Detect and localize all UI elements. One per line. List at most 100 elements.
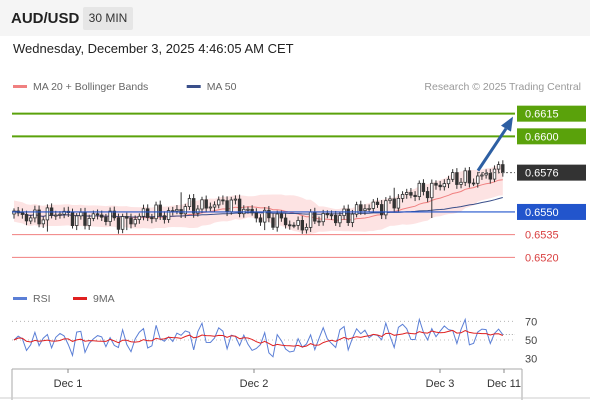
candle [288,224,292,227]
candle [75,215,79,226]
candle [254,212,258,219]
candle [133,219,137,225]
candle [484,172,488,176]
candle [329,214,334,217]
candle [158,204,162,217]
candle [446,178,451,185]
source-credit: Research © 2025 Trading Central [424,81,581,93]
candle [91,213,96,219]
candle [296,219,300,226]
candle [150,217,154,220]
candle [58,213,62,216]
candle [83,211,87,226]
candle [120,216,125,230]
candle [392,198,396,209]
candle [166,210,171,220]
candle [116,217,121,230]
rsi-tick-30: 30 [525,354,537,366]
candle [413,194,417,198]
candle [87,217,91,226]
candle [417,182,421,198]
pair-title: AUD/USD [11,10,80,27]
candle [496,164,501,170]
candle [379,204,384,216]
level-0-6576-label: 0.6576 [525,168,559,180]
candle [384,200,388,216]
x-tick-2: Dec 3 [426,378,455,390]
rsi-ma-line [13,329,503,348]
rsi-legend-swatch-1 [73,297,87,300]
candle [204,199,208,209]
candle [375,201,380,206]
candle [492,168,497,180]
candle [28,217,33,222]
candle [45,207,50,221]
candle [367,207,371,210]
candle [480,174,484,177]
candle [33,209,37,219]
level-0-6600-tag [517,128,586,145]
bollinger-band [14,164,503,234]
candle [304,226,309,231]
candle [183,206,187,215]
candle [404,192,409,195]
timeframe-button[interactable]: 30 MIN [83,7,133,30]
candle [400,193,405,199]
candle [229,199,233,213]
rsi-tick-70: 70 [525,316,537,328]
candle [313,211,317,222]
candle [262,209,267,223]
candle [338,215,342,224]
candle [267,209,271,219]
candle [104,216,108,222]
candle [162,215,167,220]
candle [476,175,480,184]
candle [54,214,58,217]
candle [212,204,217,208]
legend-label-1: MA 50 [207,81,237,93]
rsi-tick-50: 50 [525,335,537,347]
candle [221,199,225,202]
candle [308,211,313,228]
candle [62,210,66,215]
candle [359,204,363,212]
legend-swatch-0 [13,85,27,88]
candle [79,211,83,217]
candle [350,213,355,223]
candle [430,182,434,199]
candle [300,219,304,231]
candle [450,172,455,180]
candle [125,216,129,219]
candle [488,172,492,180]
candle [396,197,401,209]
candle [275,213,279,228]
candle [246,208,250,211]
candle [317,220,321,223]
candle [471,182,476,185]
candle [421,182,426,192]
candle [237,198,242,215]
candle [129,217,133,225]
candle [145,208,150,218]
candle [191,198,196,214]
candle [467,170,472,184]
candle [24,214,29,222]
rsi-line [13,317,504,358]
candle [112,210,116,219]
candle [175,209,179,212]
x-tick-0: Dec 1 [54,378,83,390]
candle [455,172,459,185]
candle [501,164,505,174]
candle [425,191,430,199]
level-0-6520-label: 0.6520 [525,252,559,264]
rsi-legend-swatch-0 [13,297,27,300]
candle [371,201,375,209]
candle [333,214,338,224]
candle [108,210,112,223]
candle [283,217,288,226]
candle [279,213,284,219]
level-0-6550-label: 0.6550 [525,207,559,219]
candle [225,200,229,213]
candle [37,209,41,225]
